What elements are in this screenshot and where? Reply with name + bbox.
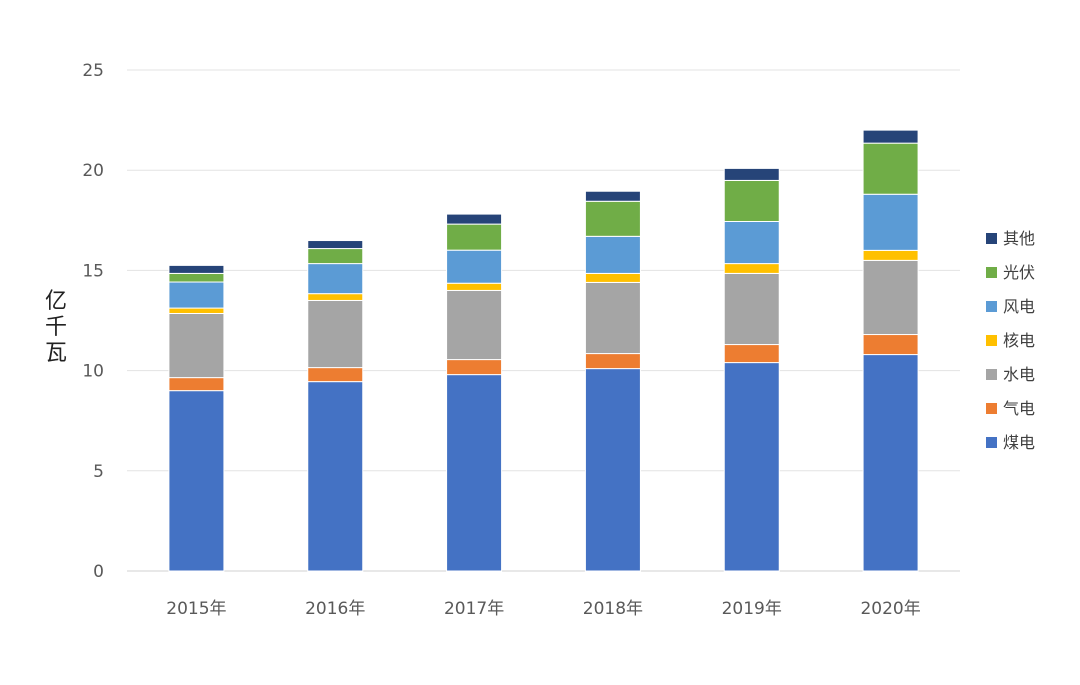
bar-segment — [307, 299, 364, 369]
legend-item: 风电 — [986, 297, 1035, 316]
bar-segment — [723, 167, 780, 181]
bar-segment — [584, 281, 641, 355]
legend-swatch — [986, 267, 997, 278]
bar-segment — [584, 200, 641, 237]
y-tick-label: 15 — [82, 261, 104, 281]
bar-segment — [584, 353, 641, 370]
bar-segment — [446, 359, 503, 376]
bar-segment — [168, 307, 225, 314]
bar-segment — [862, 193, 919, 251]
legend-swatch — [986, 301, 997, 312]
bar-segment — [862, 334, 919, 356]
legend-swatch — [986, 437, 997, 448]
y-tick-label: 20 — [82, 161, 104, 181]
bar-segment — [584, 368, 641, 572]
bar-segment — [723, 179, 780, 223]
legend-item: 煤电 — [986, 433, 1035, 452]
legend-label: 气电 — [1003, 399, 1035, 418]
legend-swatch — [986, 233, 997, 244]
bars — [168, 129, 919, 572]
legend-label: 水电 — [1003, 365, 1035, 384]
bar-segment — [168, 377, 225, 392]
bar-segment — [168, 264, 225, 274]
bar-segment — [723, 362, 780, 572]
legend-swatch — [986, 403, 997, 414]
bar-segment — [446, 213, 503, 225]
bar-segment — [446, 289, 503, 361]
x-tick-label: 2018年 — [583, 599, 643, 619]
x-tick-label: 2019年 — [722, 599, 782, 619]
y-axis-label: 亿千瓦 — [45, 289, 67, 366]
bar-segment — [168, 312, 225, 379]
legend-item: 其他 — [986, 229, 1035, 248]
bar-segment — [862, 249, 919, 261]
bar-segment — [307, 240, 364, 250]
x-tick-label: 2015年 — [166, 599, 226, 619]
legend-item: 水电 — [986, 365, 1035, 384]
bar-segment — [307, 367, 364, 383]
legend-swatch — [986, 369, 997, 380]
bar-segment — [446, 282, 503, 291]
bar-segment — [307, 381, 364, 572]
legend-label: 风电 — [1003, 297, 1035, 316]
bar-segment — [446, 223, 503, 251]
legend-label: 其他 — [1003, 229, 1035, 248]
bar-segment — [862, 354, 919, 572]
y-tick-label: 0 — [93, 562, 104, 582]
bar-segment — [168, 281, 225, 309]
legend-label: 光伏 — [1003, 263, 1035, 282]
bar-segment — [862, 129, 919, 144]
gridlines — [127, 69, 960, 572]
y-tick-label: 5 — [93, 462, 104, 482]
bar-segment — [723, 263, 780, 274]
bar-segment — [584, 190, 641, 202]
legend-swatch — [986, 335, 997, 346]
bar-segment — [168, 390, 225, 572]
y-tick-label: 25 — [82, 61, 104, 81]
y-axis: 0 5 10 15 20 25 — [82, 61, 104, 582]
x-tick-label: 2017年 — [444, 599, 504, 619]
bar-segment — [584, 272, 641, 283]
bar-segment — [307, 248, 364, 265]
bar-segment — [446, 374, 503, 572]
x-tick-label: 2020年 — [860, 599, 920, 619]
bar-segment — [584, 235, 641, 274]
bar-segment — [723, 344, 780, 364]
legend-item: 光伏 — [986, 263, 1035, 282]
legend-item: 气电 — [986, 399, 1035, 418]
y-tick-label: 10 — [82, 362, 104, 382]
bar-segment — [446, 249, 503, 284]
bar-segment — [862, 142, 919, 195]
legend-label: 核电 — [1003, 331, 1035, 350]
bar-segment — [307, 263, 364, 295]
legend-label: 煤电 — [1003, 433, 1035, 452]
x-tick-label: 2016年 — [305, 599, 365, 619]
legend-item: 核电 — [986, 331, 1035, 350]
bar-segment — [723, 272, 780, 346]
bar-segment — [307, 293, 364, 301]
bar-segment — [862, 259, 919, 336]
x-axis: 2015年 2016年 2017年 2018年 2019年 2020年 — [166, 599, 920, 619]
bar-segment — [168, 272, 225, 283]
bar-segment — [723, 221, 780, 265]
